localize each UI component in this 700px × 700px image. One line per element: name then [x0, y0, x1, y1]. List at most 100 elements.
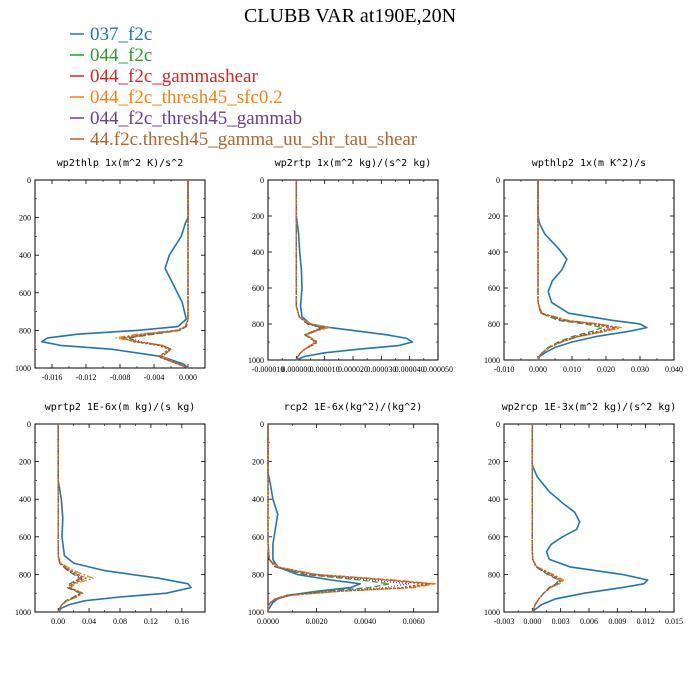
- series-line-3: [267, 424, 437, 612]
- panel-title: wp2rcp 1E-3x(m^2 kg)/(s^2 kg): [502, 402, 677, 413]
- y-tick-label: 600: [19, 289, 31, 298]
- series-line-1: [531, 424, 560, 613]
- x-tick-label: 0.0040: [354, 617, 376, 626]
- x-tick-label: 0.040: [665, 365, 683, 374]
- y-tick-label: 600: [488, 284, 500, 293]
- x-tick-label: 0.000050: [423, 365, 453, 374]
- x-tick-label: 0.020: [597, 365, 615, 374]
- y-tick-label: 1000: [248, 356, 264, 365]
- series-line-5: [531, 424, 563, 613]
- x-tick-label: -0.004: [144, 373, 165, 382]
- y-tick-label: 800: [488, 320, 500, 329]
- y-tick-label: 800: [252, 320, 264, 329]
- x-tick-label: 0.000: [179, 373, 197, 382]
- series-line-0: [295, 180, 414, 361]
- y-tick-label: 600: [252, 284, 264, 293]
- y-tick-label: 400: [252, 495, 264, 504]
- panel-title: rcp2 1E-6x(kg^2)/(kg^2): [284, 402, 422, 413]
- y-tick-label: 200: [19, 214, 31, 223]
- x-tick-label: 0.16: [175, 617, 189, 626]
- panels: wp2thlp 1x(m^2 K)/s^202004006008001000-0…: [15, 158, 683, 626]
- series-line-5: [537, 180, 617, 361]
- legend-label: 037_f2c: [90, 24, 152, 45]
- legend-entry: 044_f2c: [70, 45, 152, 66]
- series-line-5: [267, 424, 432, 612]
- x-tick-label: 0.000030: [366, 365, 396, 374]
- x-tick-label: 0.000020: [338, 365, 368, 374]
- series-line-1: [267, 424, 391, 612]
- panel-title: wprtp2 1E-6x(m kg)/(s kg): [45, 402, 196, 413]
- series-line-0: [41, 180, 189, 369]
- plot-frame: [34, 179, 206, 369]
- panel-1: wp2rtp 1x(m^2 kg)/(s^2 kg) 0 200 400 600 800 1…: [248, 158, 453, 374]
- figure-title: CLUBB VAR at190E,20N: [244, 5, 456, 27]
- x-tick-label: 0.012: [637, 617, 655, 626]
- y-tick-label: 0: [27, 176, 31, 185]
- legend-label: 044_f2c_thresh45_sfc0.2: [90, 87, 283, 108]
- series-line-2: [531, 424, 562, 613]
- x-tick-label: -0.012: [76, 373, 97, 382]
- y-tick-label: 200: [488, 212, 500, 221]
- y-tick-label: 1000: [15, 364, 31, 373]
- legend-entry: 044_f2c_thresh45_sfc0.2: [70, 87, 283, 108]
- series-line-1: [127, 180, 189, 369]
- y-tick-label: 800: [252, 570, 264, 579]
- series-line-3: [537, 180, 622, 361]
- y-tick-label: 600: [252, 533, 264, 542]
- x-tick-label: 0.000000: [281, 365, 311, 374]
- y-tick-label: 0: [260, 420, 264, 429]
- panel-5: wp2rcp 1E-3x(m^2 kg)/(s^2 kg)0 200 400 600 8…: [484, 402, 683, 626]
- panel-title: wpthlp2 1x(m K^2)/s: [532, 158, 646, 169]
- y-tick-label: 600: [19, 533, 31, 542]
- series-line-0: [57, 424, 192, 613]
- y-tick-label: 400: [19, 495, 31, 504]
- y-tick-label: 1000: [15, 608, 31, 617]
- legend-label: 44.f2c.thresh45_gamma_uu_shr_tau_shear: [90, 129, 418, 150]
- panel-2: wpthlp2 1x(m K^2)/s 0 200 400 600 800 1000-0.0…: [484, 158, 683, 374]
- x-tick-label: -0.010: [494, 365, 515, 374]
- y-tick-label: 1000: [484, 356, 500, 365]
- plot-frame: [503, 423, 675, 613]
- x-tick-label: 0.0020: [306, 617, 328, 626]
- plot-frame: [267, 179, 439, 361]
- y-tick-label: 800: [19, 570, 31, 579]
- x-tick-label: 0.12: [144, 617, 158, 626]
- y-tick-label: 400: [488, 495, 500, 504]
- series-line-5: [295, 180, 326, 361]
- x-tick-label: -0.003: [494, 617, 515, 626]
- y-tick-label: 400: [252, 248, 264, 257]
- panel-3: wprtp2 1E-6x(m kg)/(s kg) 0 200 400 600 800 10…: [15, 402, 206, 626]
- y-tick-label: 200: [252, 212, 264, 221]
- y-tick-label: 200: [19, 458, 31, 467]
- legend: 037_f2c044_f2c044_f2c_gammashear044_f2c_…: [70, 24, 418, 150]
- plot-frame: [267, 423, 439, 613]
- y-tick-label: 1000: [248, 608, 264, 617]
- y-tick-label: 0: [496, 420, 500, 429]
- y-tick-label: 200: [488, 458, 500, 467]
- x-tick-label: 0.015: [665, 617, 683, 626]
- series-line-0: [537, 180, 648, 361]
- series-line-5: [57, 424, 87, 613]
- y-tick-label: 400: [488, 248, 500, 257]
- x-tick-label: -0.000010: [252, 365, 285, 374]
- legend-entry: 44.f2c.thresh45_gamma_uu_shr_tau_shear: [70, 129, 418, 150]
- x-tick-label: 0.08: [113, 617, 127, 626]
- x-tick-label: 0.006: [580, 617, 598, 626]
- y-tick-label: 200: [252, 458, 264, 467]
- y-tick-label: 0: [260, 176, 264, 185]
- x-tick-label: 0.000040: [395, 365, 425, 374]
- x-tick-label: 0.0060: [403, 617, 425, 626]
- y-tick-label: 600: [488, 533, 500, 542]
- panel-title: wp2rtp 1x(m^2 kg)/(s^2 kg): [275, 158, 432, 169]
- panel-0: wp2thlp 1x(m^2 K)/s^2 0 200 400 600 800 1000 -0…: [15, 158, 206, 382]
- legend-label: 044_f2c_gammashear: [90, 66, 258, 87]
- y-tick-label: 800: [19, 326, 31, 335]
- x-tick-label: 0.000: [523, 617, 541, 626]
- series-line-0: [267, 424, 362, 612]
- x-tick-label: -0.016: [42, 373, 63, 382]
- x-tick-label: 0.010: [563, 365, 581, 374]
- x-tick-label: -0.008: [110, 373, 131, 382]
- series-line-4: [537, 180, 616, 361]
- legend-label: 044_f2c: [90, 45, 152, 66]
